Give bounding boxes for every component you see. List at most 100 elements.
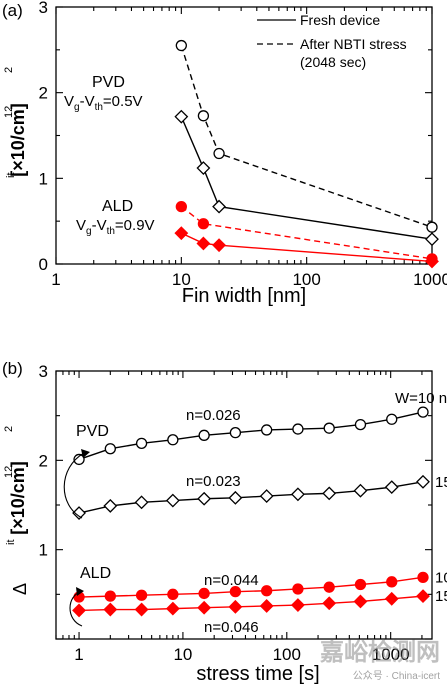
y-tick-label: 1	[39, 169, 48, 188]
data-point-diamond	[425, 254, 439, 269]
panel-a-label: (a)	[2, 1, 23, 20]
series-line	[79, 595, 424, 612]
y-axis-title-a-sup2: 2	[3, 67, 15, 73]
pvd-arrow-curve	[63, 452, 85, 519]
data-point-diamond	[134, 495, 149, 510]
data-point-diamond	[174, 109, 189, 124]
data-point-circle	[167, 588, 179, 600]
data-point-diamond	[174, 226, 189, 241]
annotation-ald-bias: Vg-Vth=0.9V	[76, 217, 155, 237]
data-point-diamond	[384, 591, 399, 606]
plot-b-ticks: 1 10 100 1000 1 2 3	[39, 362, 432, 664]
plot-a-series	[174, 39, 439, 269]
legend-stress-label: After NBTI stress	[300, 36, 407, 52]
annotation-n-ald-10: n=0.044	[204, 572, 259, 589]
y-tick-label: 2	[39, 451, 48, 470]
x-tick-label: 100	[273, 645, 301, 664]
y-axis-title-b-sup2: 2	[3, 426, 15, 432]
data-point-diamond	[165, 493, 180, 508]
ald-arrowhead	[76, 587, 84, 596]
data-point-diamond	[384, 480, 399, 495]
series-line	[78, 411, 424, 461]
x-tick-label: 1000	[372, 645, 410, 664]
y-axis-title-a-sup1: 12	[3, 106, 15, 118]
y-axis-title-a-sub: it	[5, 173, 17, 179]
data-point-circle	[175, 200, 187, 213]
x-tick-label: 1	[51, 270, 60, 289]
plot-b-series: W=10 nm 15 nm 10 nm 15 nm	[72, 390, 447, 618]
data-point-circle	[175, 39, 187, 52]
data-point-circle	[135, 437, 148, 450]
data-point-circle	[386, 413, 398, 425]
data-point-diamond	[228, 490, 243, 505]
series-line	[181, 232, 433, 263]
x-axis-title-a: Fin width [nm]	[182, 285, 306, 307]
data-point-circle	[229, 426, 242, 439]
data-point-diamond	[228, 599, 243, 614]
data-point-circle	[167, 434, 179, 446]
data-point-circle	[426, 221, 438, 233]
watermark-brand: 嘉峪检测网	[320, 638, 440, 666]
panel-b-label: (b)	[2, 359, 23, 378]
series-line	[180, 45, 433, 228]
data-point-diamond	[322, 596, 337, 611]
legend-stress-duration: (2048 sec)	[300, 54, 366, 70]
y-tick-label: 3	[39, 0, 48, 17]
data-point-circle	[197, 110, 210, 122]
data-point-circle	[417, 571, 429, 584]
data-point-circle	[73, 453, 85, 466]
x-tick-label: 1000	[413, 270, 447, 289]
y-tick-label: 1	[39, 541, 48, 560]
data-point-circle	[197, 218, 210, 230]
data-point-circle	[417, 406, 429, 418]
data-point-diamond	[72, 603, 86, 618]
data-point-diamond	[212, 199, 226, 214]
data-point-circle	[229, 586, 242, 598]
data-point-circle	[261, 585, 273, 597]
data-point-circle	[213, 147, 225, 160]
watermark-account: 公众号 · China-icert	[353, 670, 440, 682]
y-axis-title-b: [×10/cm]	[8, 461, 28, 535]
data-point-circle	[354, 418, 367, 431]
y-tick-label: 3	[39, 362, 48, 381]
pvd-arrowhead	[81, 449, 90, 458]
data-point-circle	[323, 422, 335, 434]
data-point-diamond	[259, 489, 274, 503]
annotation-pvd-group: PVD	[76, 423, 109, 440]
data-point-circle	[198, 429, 210, 441]
data-point-circle	[292, 423, 304, 435]
data-point-circle	[104, 443, 116, 455]
data-point-diamond	[196, 161, 211, 175]
series-label: W=10 nm	[395, 390, 447, 407]
y-tick-label: 2	[39, 84, 48, 103]
data-point-circle	[354, 578, 367, 591]
data-point-diamond	[103, 602, 118, 617]
data-point-diamond	[353, 483, 368, 498]
series-label: 15 nm	[435, 588, 447, 605]
annotation-pvd-bias: Vg-Vth=0.5V	[64, 93, 143, 113]
data-point-diamond	[212, 238, 226, 253]
series-label: 15 nm	[435, 474, 447, 491]
series-line	[78, 481, 424, 514]
data-point-circle	[104, 590, 116, 602]
data-point-diamond	[322, 486, 337, 501]
annotation-n-pvd-10: n=0.026	[186, 407, 241, 424]
data-point-diamond	[416, 589, 430, 604]
data-point-diamond	[72, 506, 86, 520]
annotation-n-ald-15: n=0.046	[204, 619, 259, 636]
data-point-circle	[135, 589, 148, 601]
data-point-diamond	[291, 598, 305, 612]
data-point-diamond	[134, 602, 149, 617]
x-tick-label: 10	[172, 270, 191, 289]
series-line	[180, 206, 433, 260]
series-line	[180, 116, 433, 240]
data-point-diamond	[259, 599, 274, 613]
annotation-pvd: PVD	[92, 74, 125, 91]
data-point-diamond	[425, 232, 439, 247]
y-axis-title-b-sup1: 12	[3, 466, 15, 478]
data-point-diamond	[416, 474, 430, 489]
watermark: 嘉峪检测网 公众号 · China-icert	[320, 638, 440, 682]
legend-a: Fresh device After NBTI stress (2048 sec…	[257, 12, 407, 70]
